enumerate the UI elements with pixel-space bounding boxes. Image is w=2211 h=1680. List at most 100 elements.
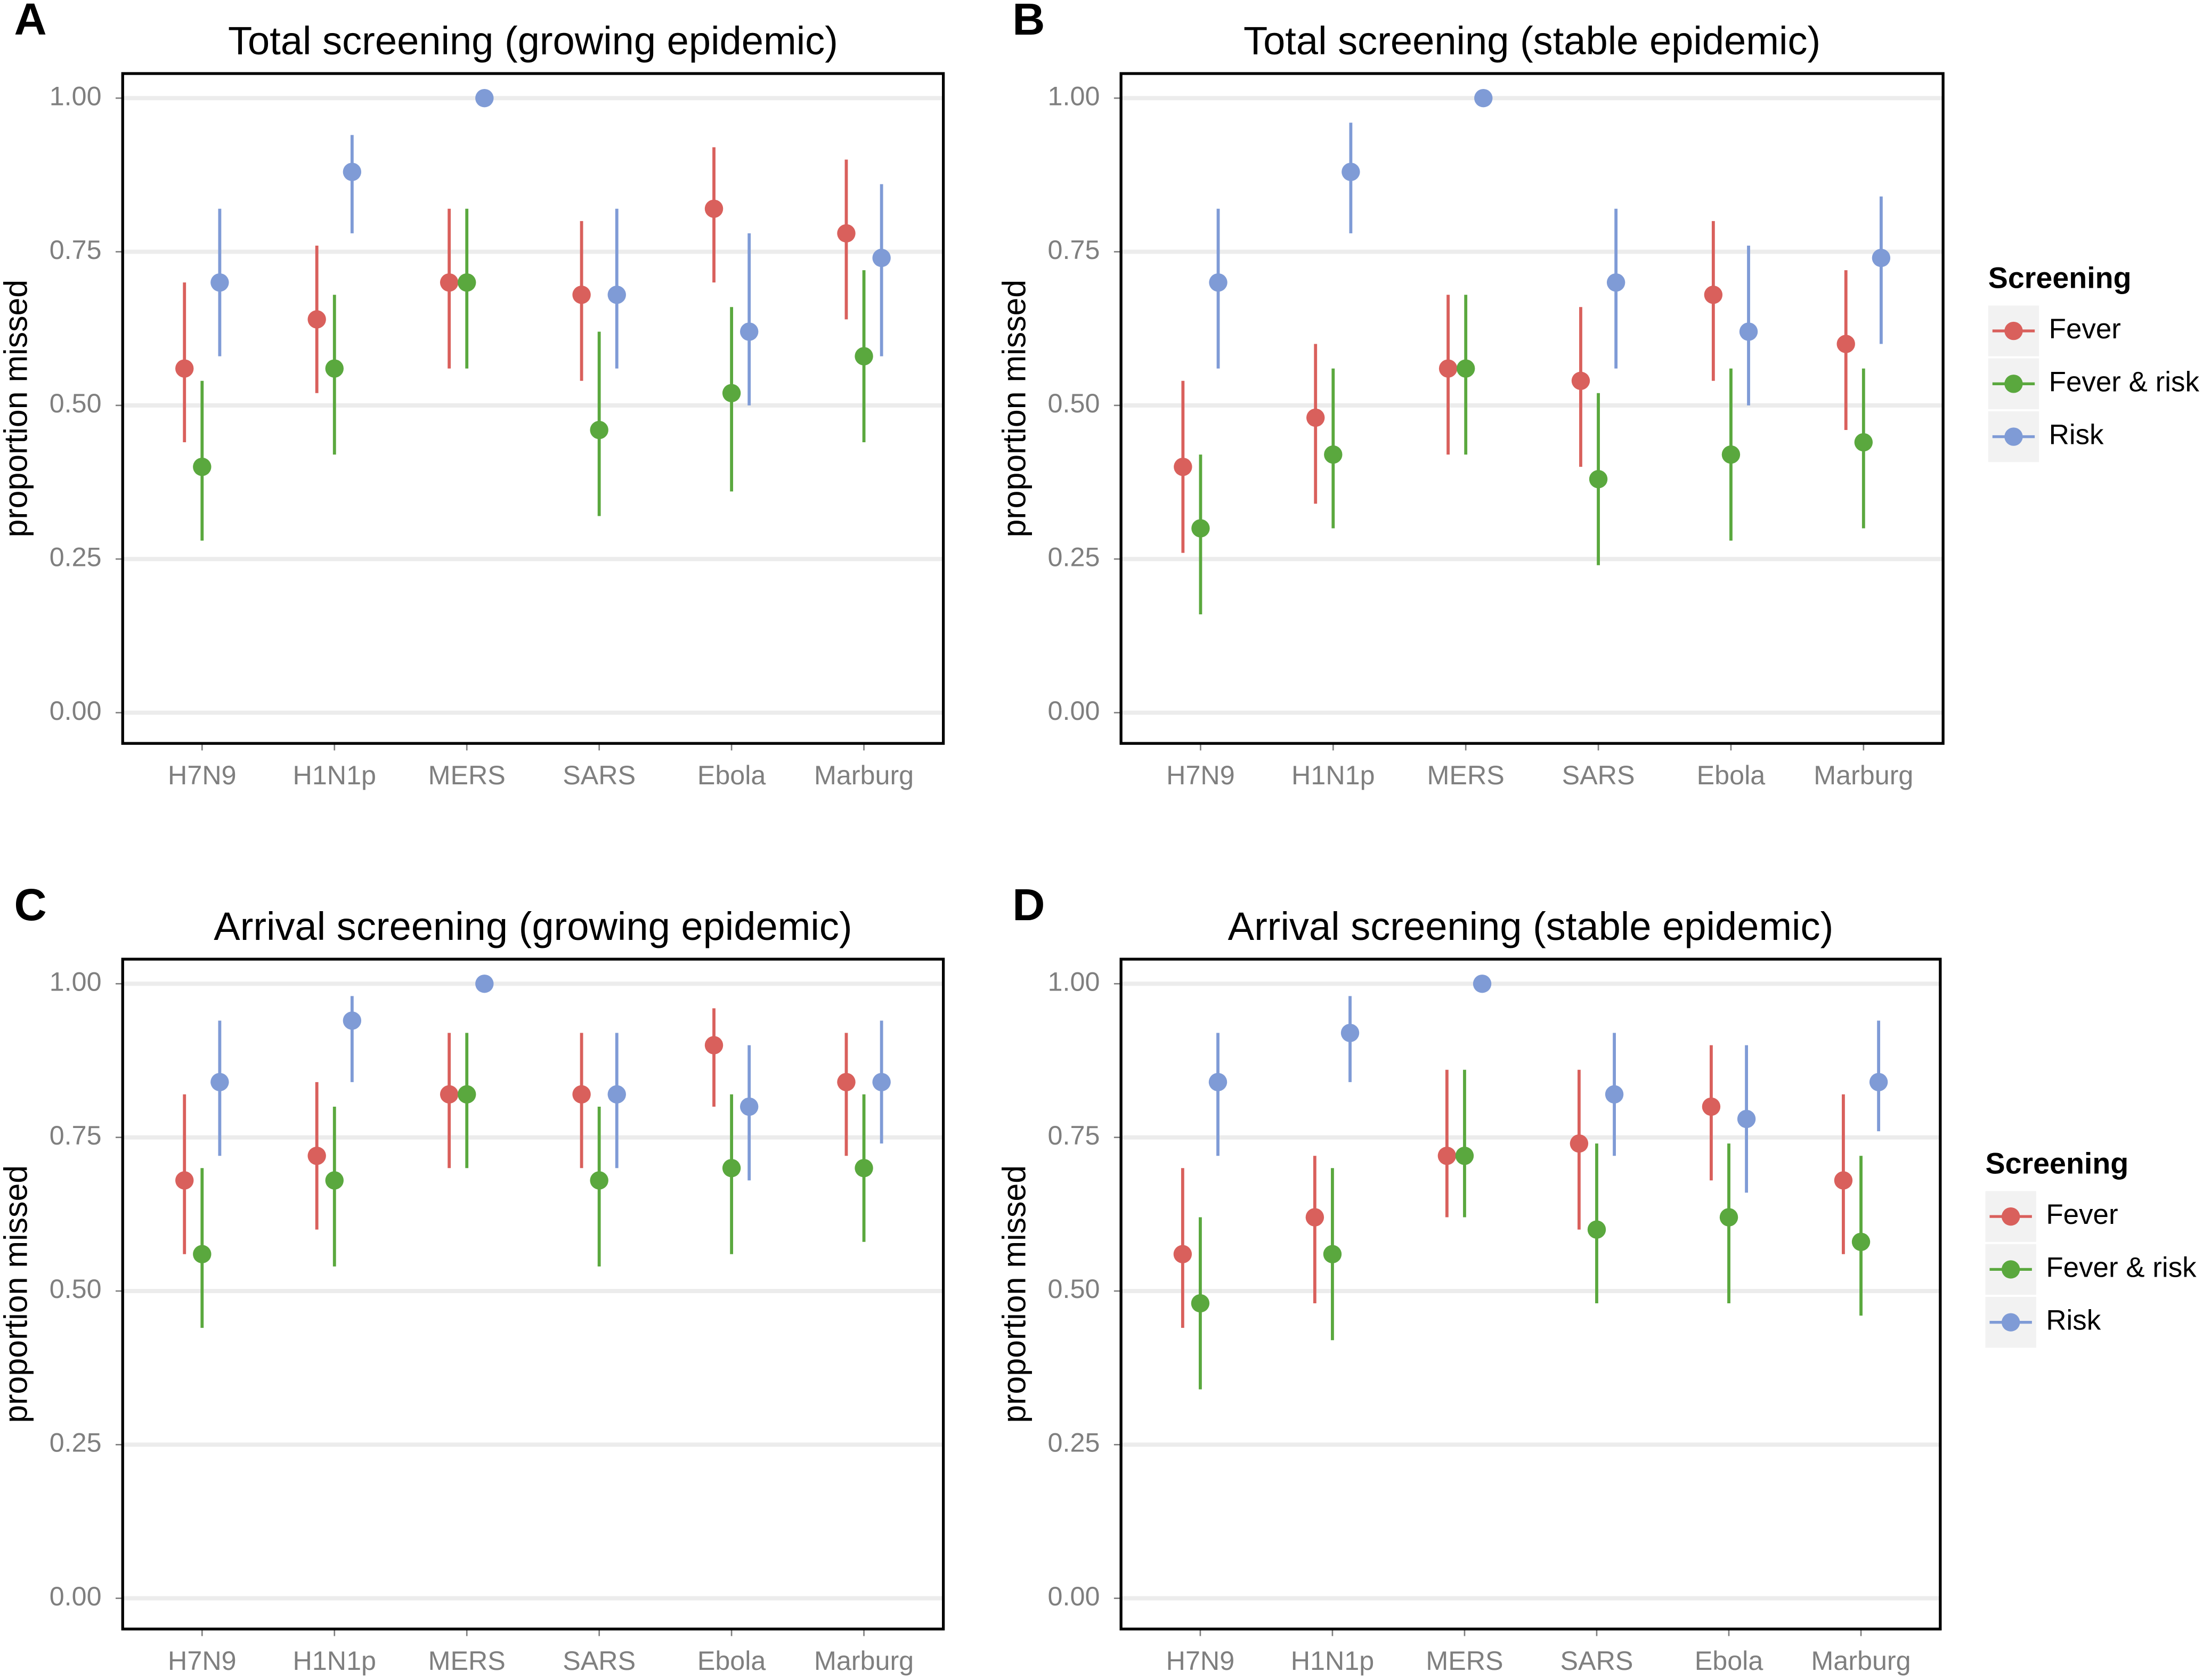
legend-point [2001,1313,2020,1332]
panel-label: C [14,879,46,930]
x-tick-label: H1N1p [1291,1645,1374,1676]
point [1455,1147,1474,1165]
point [1438,359,1458,378]
point [1174,457,1192,476]
point [1474,88,1493,108]
x-tick-label: Marburg [814,760,914,790]
point [837,224,856,243]
point [572,1085,591,1104]
legend-label: Fever & risk [2049,366,2200,397]
point [1342,163,1360,181]
x-tick-label: MERS [428,760,506,790]
point [175,1171,194,1190]
x-tick-label: Ebola [697,760,766,790]
point [1306,408,1325,427]
panel: 0.00 0.25 0.50 0.75 1.00 H7N9 H1N1p MERS SARS Ebo… [0,0,945,790]
point [1324,445,1343,464]
point [739,322,759,341]
x-tick-label: MERS [1427,760,1505,790]
chart-title: Total screening (growing epidemic) [228,19,838,63]
point [837,1073,856,1092]
y-tick-label: 0.00 [1048,695,1100,726]
point [1702,1097,1721,1116]
y-tick-label: 0.75 [50,1120,102,1150]
x-tick-label: H7N9 [1166,1645,1235,1676]
point [739,1097,759,1116]
y-tick-label: 0.25 [1048,541,1100,572]
point [1872,248,1891,267]
x-tick-label: Ebola [697,1645,766,1676]
panel: 0.00 0.25 0.50 0.75 1.00 H7N9 H1N1p MERS SARS Ebo… [996,0,2199,790]
panel-label: A [14,0,46,44]
y-tick-label: 0.50 [50,388,102,418]
legend-label: Risk [2046,1305,2101,1336]
y-tick-label: 0.25 [1048,1427,1100,1458]
point [1704,286,1723,304]
chart-title: Total screening (stable epidemic) [1243,19,1820,63]
x-tick-label: SARS [563,1645,636,1676]
point [1869,1073,1888,1092]
point [1473,975,1492,993]
point [307,310,326,329]
legend-label: Risk [2049,419,2104,451]
point [607,1085,626,1104]
point [1571,371,1590,390]
point [1340,1024,1360,1042]
point [1739,322,1758,341]
point [590,420,608,440]
y-axis-label: proportion missed [996,1165,1032,1423]
y-tick-label: 0.75 [1048,234,1100,265]
legend-point [2004,375,2023,393]
legend-point [2004,321,2023,340]
panel-label: B [1012,0,1045,44]
x-tick-label: H7N9 [168,1645,237,1676]
x-tick-label: H7N9 [168,760,237,790]
chart-title: Arrival screening (growing epidemic) [214,904,852,948]
panel: 0.00 0.25 0.50 0.75 1.00 H7N9 H1N1p MERS SARS Ebo… [0,879,945,1676]
plot-border [1119,957,1942,1630]
point [722,384,741,402]
panel: 0.00 0.25 0.50 0.75 1.00 H7N9 H1N1p MERS SARS Ebo… [996,879,2197,1676]
point [193,1245,212,1263]
point [1323,1245,1342,1263]
point [607,286,626,304]
point [704,1036,724,1054]
point [343,163,362,181]
y-tick-label: 1.00 [50,967,102,997]
legend-title: Screening [1988,261,2132,294]
point [1191,1294,1210,1313]
x-tick-label: MERS [428,1645,506,1676]
y-tick-label: 0.25 [50,541,102,572]
x-tick-label: Ebola [1697,760,1766,790]
point [1854,433,1873,452]
point [440,273,459,292]
point [1305,1208,1324,1227]
point [1456,359,1475,378]
point [572,286,591,304]
point [1737,1109,1756,1129]
legend-point [2001,1260,2020,1279]
point [475,975,494,993]
point [1173,1245,1192,1263]
y-tick-label: 1.00 [1048,80,1100,111]
x-tick-label: SARS [563,760,636,790]
point [1719,1208,1738,1227]
y-tick-label: 0.25 [50,1427,102,1458]
point [855,1159,873,1178]
point [1587,1220,1606,1239]
point [872,248,891,267]
point [1834,1171,1853,1190]
plot-border [1119,72,1945,745]
y-axis-label: proportion missed [0,280,34,538]
legend-point [2001,1207,2020,1226]
point [210,1073,229,1092]
point [1208,1073,1228,1092]
legend-point [2004,427,2023,446]
x-tick-label: Marburg [814,1645,914,1676]
point [590,1171,608,1190]
panel-label: D [1012,879,1045,930]
y-tick-label: 1.00 [1048,967,1100,997]
point [440,1085,459,1104]
x-tick-label: Marburg [1814,760,1913,790]
point [1851,1232,1871,1251]
